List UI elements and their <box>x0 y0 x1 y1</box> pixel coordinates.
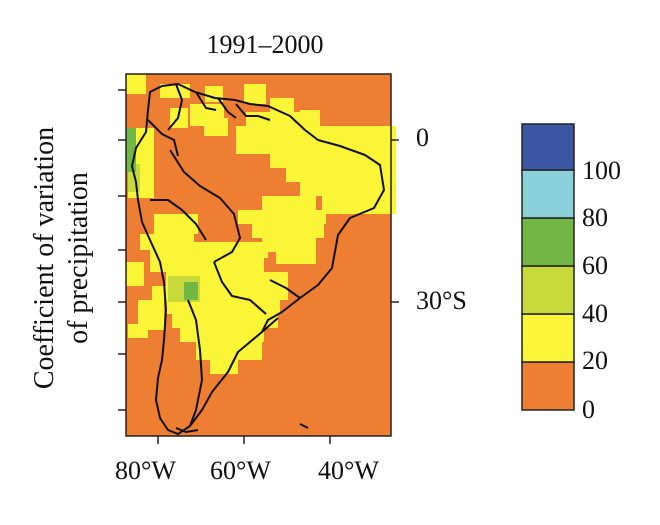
legend-swatch-40-60 <box>521 265 575 315</box>
x-tick-label-60w: 60°W <box>210 456 271 485</box>
legend-label-40: 40 <box>582 299 608 328</box>
legend-swatch-80-100 <box>521 169 575 219</box>
legend-label-60: 60 <box>582 251 608 280</box>
legend-label-0: 0 <box>582 395 595 424</box>
map-frame <box>125 73 392 437</box>
legend <box>521 123 575 411</box>
legend-swatch-100-plus <box>521 123 575 171</box>
map-title: 1991–2000 <box>206 30 324 59</box>
green-regions <box>126 128 198 300</box>
legend-swatch-0-20 <box>521 361 575 411</box>
legend-label-80: 80 <box>582 203 608 232</box>
yellow-regions <box>126 74 396 374</box>
x-tick-label-80w: 80°W <box>115 456 176 485</box>
legend-swatch-20-40 <box>521 313 575 363</box>
map-ticks <box>118 89 399 444</box>
legend-label-20: 20 <box>582 346 608 375</box>
legend-swatch-60-80 <box>521 217 575 267</box>
y-tick-label-30s: 30°S <box>416 286 467 315</box>
legend-label-100: 100 <box>582 156 621 185</box>
coastlines <box>131 83 385 435</box>
y-tick-label-0: 0 <box>416 123 429 152</box>
x-tick-label-40w: 40°W <box>318 456 379 485</box>
